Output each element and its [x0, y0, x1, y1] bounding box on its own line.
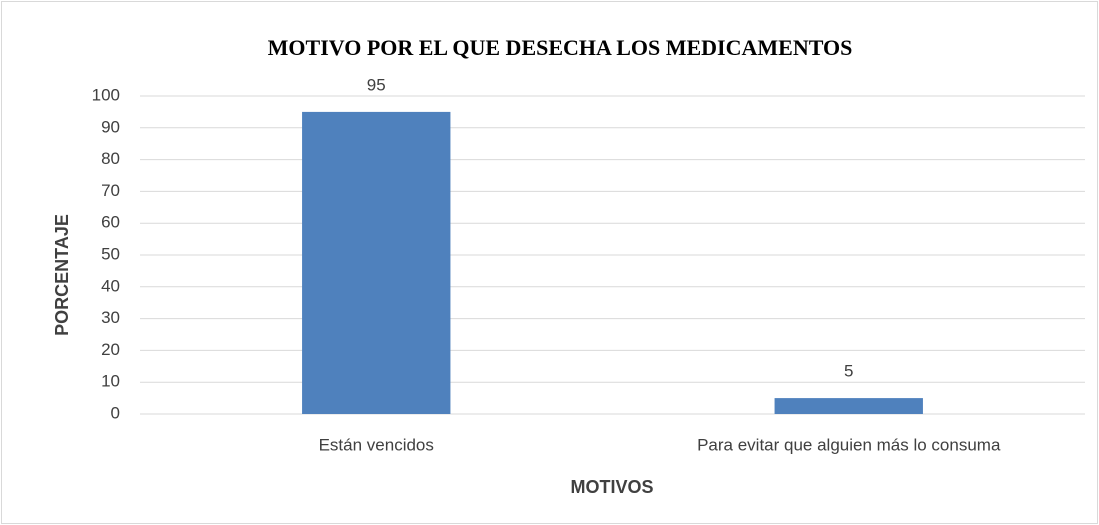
y-tick-label: 0	[111, 403, 120, 422]
y-tick-label: 30	[101, 308, 120, 327]
y-axis-title: PORCENTAJE	[52, 214, 72, 336]
data-label: 5	[844, 362, 853, 381]
x-tick-label: Para evitar que alguien más lo consuma	[697, 435, 1001, 454]
chart-title: MOTIVO POR EL QUE DESECHA LOS MEDICAMENT…	[268, 35, 853, 60]
x-tick-label: Están vencidos	[319, 435, 434, 454]
y-tick-label: 80	[101, 149, 120, 168]
y-tick-label: 40	[101, 276, 120, 295]
y-tick-label: 70	[101, 181, 120, 200]
bar	[774, 398, 923, 414]
y-tick-label: 90	[101, 117, 120, 136]
y-tick-label: 20	[101, 340, 120, 359]
data-label: 95	[367, 75, 386, 94]
x-axis-title: MOTIVOS	[570, 477, 653, 497]
y-tick-label: 60	[101, 213, 120, 232]
bar	[302, 111, 451, 415]
y-tick-label: 50	[101, 244, 120, 263]
y-tick-label: 10	[101, 372, 120, 391]
y-tick-label: 100	[92, 85, 120, 104]
